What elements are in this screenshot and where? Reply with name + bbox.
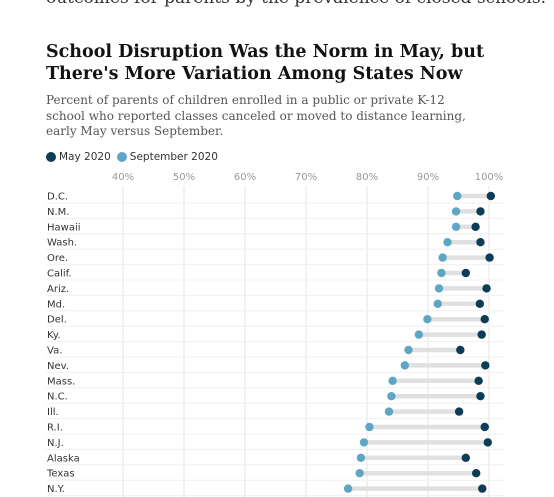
- dot-september: [387, 392, 396, 401]
- dot-may: [474, 376, 483, 385]
- dot-may: [476, 392, 485, 401]
- dot-september: [414, 330, 424, 339]
- legend-swatch-september: [116, 152, 127, 162]
- dot-may: [482, 284, 491, 293]
- dot-september: [433, 299, 442, 308]
- row-label: R.I.: [47, 423, 63, 434]
- dot-may: [456, 345, 465, 355]
- dot-may: [461, 268, 471, 278]
- chart-subtitle: Percent of parents of children enrolled …: [46, 93, 466, 138]
- tick-label-60: 60%: [234, 172, 256, 183]
- row-label: Va.: [47, 346, 62, 357]
- dot-may: [480, 422, 489, 432]
- dot-may: [485, 253, 494, 262]
- dot-may: [481, 361, 490, 370]
- legend-item-september: September 2020: [116, 151, 218, 163]
- tick-label-90: 90%: [417, 172, 439, 183]
- dot-september: [437, 268, 446, 278]
- dot-may: [483, 438, 492, 447]
- row-label: Md.: [47, 299, 65, 310]
- dot-may: [461, 453, 471, 462]
- tick-label-80: 80%: [356, 172, 378, 183]
- dot-september: [451, 207, 461, 216]
- row-label: D.C.: [47, 192, 68, 203]
- legend-label-may: May 2020: [59, 151, 111, 163]
- legend-swatch-may: [46, 152, 56, 162]
- legend-label-september: September 2020: [129, 151, 218, 163]
- dot-may: [476, 207, 485, 216]
- row-label: Nev.: [47, 361, 69, 372]
- intro-text: outcomes for parents by the prevalence o…: [46, 0, 546, 8]
- row-label: N.J.: [47, 438, 64, 449]
- dot-september: [434, 284, 444, 293]
- legend-item-may: May 2020: [46, 151, 111, 163]
- tick-label-40: 40%: [112, 172, 134, 183]
- dot-september: [438, 253, 447, 262]
- dot-may: [486, 191, 496, 201]
- row-label: Ky.: [47, 330, 61, 341]
- row-label: Mass.: [47, 376, 75, 387]
- row-label: Hawaii: [47, 222, 81, 233]
- dot-september: [443, 238, 452, 247]
- dot-september: [384, 407, 394, 416]
- tick-label-50: 50%: [173, 172, 195, 183]
- tick-label-70: 70%: [295, 172, 317, 183]
- dot-september: [355, 469, 364, 478]
- row-label: N.C.: [47, 392, 68, 403]
- dot-september: [356, 453, 366, 462]
- dot-september: [343, 484, 353, 493]
- tick-label-100: 100%: [475, 172, 504, 183]
- dot-september: [388, 376, 397, 385]
- dot-may: [478, 484, 487, 493]
- dot-may: [471, 222, 480, 231]
- dot-may: [475, 299, 485, 308]
- dot-september: [400, 361, 410, 370]
- row-label: Del.: [47, 315, 67, 326]
- dot-may: [454, 407, 464, 416]
- dot-may: [477, 330, 486, 339]
- dot-may: [476, 238, 485, 247]
- dot-september: [453, 191, 462, 201]
- chart-title: School Disruption Was the Norm in May, b…: [46, 42, 485, 84]
- dot-may: [471, 469, 481, 478]
- row-label: Calif.: [47, 269, 72, 280]
- row-label: N.Y.: [47, 484, 65, 495]
- row-label: Wash.: [47, 238, 77, 249]
- chart-legend: May 2020 September 2020: [46, 151, 224, 163]
- row-label: Alaska: [47, 453, 80, 464]
- dot-plot-chart: 40% 50% 60% 70% 80% 90% 100% D.C. N.M. Hawaii Wash…: [46, 172, 506, 497]
- dot-september: [451, 222, 461, 231]
- dot-september: [423, 315, 432, 324]
- dot-september: [404, 345, 413, 355]
- row-label: Ore.: [47, 253, 68, 264]
- row-label: Ill.: [47, 407, 59, 418]
- dot-may: [480, 315, 489, 324]
- dot-september: [365, 422, 374, 432]
- row-label: N.M.: [47, 207, 69, 218]
- row-label: Texas: [46, 469, 75, 480]
- dot-september: [359, 438, 369, 447]
- row-label: Ariz.: [47, 284, 69, 295]
